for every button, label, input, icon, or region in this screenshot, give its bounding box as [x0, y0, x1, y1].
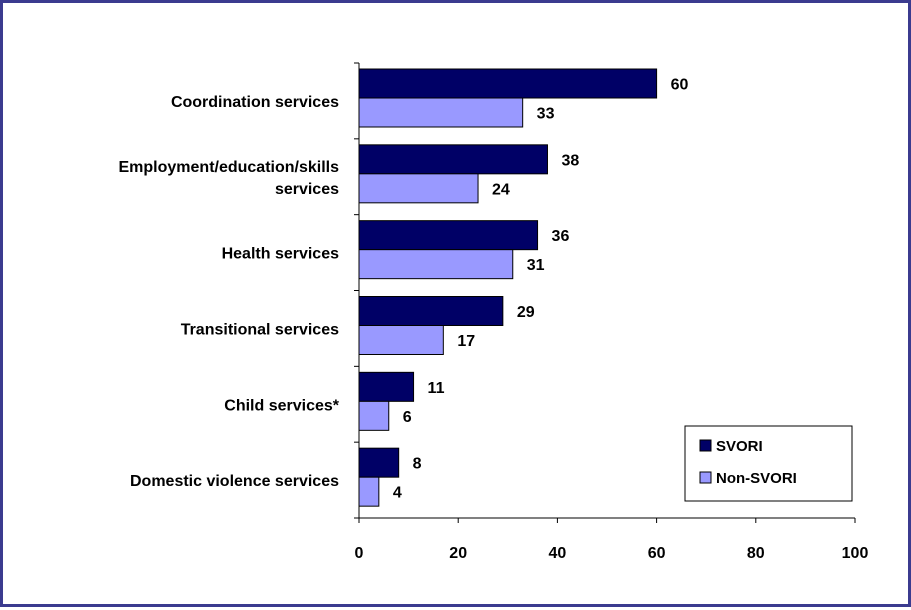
bar-non-svori: [358, 325, 444, 355]
bar-svori: [358, 144, 548, 175]
x-tick-label: 100: [842, 545, 869, 562]
legend-label: SVORI: [716, 438, 763, 455]
category-label: Transitional services: [181, 321, 339, 338]
category-label: Coordination services: [171, 94, 339, 111]
category-label: Health services: [222, 246, 340, 263]
category-label: Domestic violence services: [130, 473, 339, 490]
data-label: 24: [492, 181, 510, 198]
x-tick-label: 60: [648, 545, 666, 562]
x-tick-label: 20: [449, 545, 467, 562]
bar-svori: [358, 68, 658, 99]
bars-group: [358, 68, 658, 507]
data-label: 17: [457, 333, 475, 350]
category-label: Employment/education/skills: [119, 159, 340, 176]
data-label: 31: [527, 257, 545, 274]
data-label: 33: [537, 106, 555, 123]
bar-chart: 0 20 40 60 80 100 60 33 Coordination services 38…: [119, 62, 869, 562]
data-label: 36: [552, 228, 570, 245]
legend: SVORI Non-SVORI: [684, 425, 853, 502]
bar-non-svori: [358, 173, 479, 204]
bar-non-svori: [358, 400, 390, 431]
data-label: 8: [413, 456, 422, 473]
category-label: services: [275, 181, 339, 198]
legend-swatch: [699, 439, 712, 452]
x-tick-label: 40: [549, 545, 567, 562]
bar-svori: [358, 371, 415, 402]
data-label: 38: [561, 152, 579, 169]
data-label: 11: [428, 380, 445, 397]
bar-svori: [358, 220, 539, 251]
data-label: 60: [671, 77, 689, 94]
axes-group: 0 20 40 60 80 100: [354, 62, 869, 562]
legend-box: [684, 425, 853, 502]
data-label: 29: [517, 304, 535, 321]
data-label: 4: [393, 485, 402, 502]
data-label: 6: [403, 409, 412, 426]
bar-non-svori: [358, 97, 524, 128]
bar-svori: [358, 296, 504, 326]
legend-swatch: [699, 471, 712, 484]
x-tick-label: 80: [747, 545, 765, 562]
bar-non-svori: [358, 249, 514, 280]
x-tick-label: 0: [355, 545, 364, 562]
bar-svori: [358, 447, 400, 478]
labels-group: 60 33 Coordination services 38 24 Employment/…: [119, 77, 689, 502]
legend-label: Non-SVORI: [716, 470, 797, 487]
category-label: Child services*: [224, 397, 340, 414]
bar-non-svori: [358, 476, 380, 507]
